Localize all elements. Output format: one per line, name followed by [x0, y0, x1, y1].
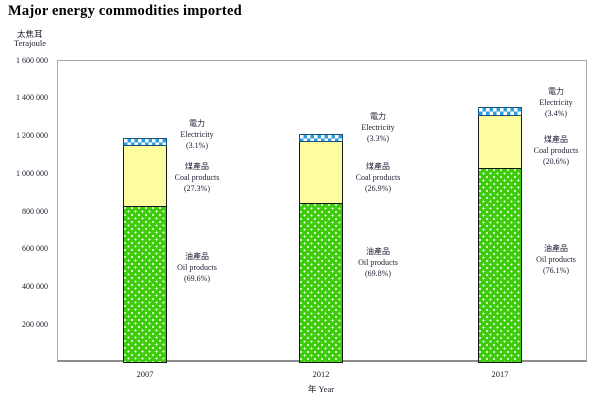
bar-segment-oil-2007: [123, 206, 167, 363]
x-tick-label-2012: 2012: [312, 369, 330, 379]
y-tick-label-600000: 600 000: [22, 244, 48, 254]
coal-name-chinese: 煤產品: [543, 135, 568, 144]
x-tick-label-2017: 2017: [491, 369, 509, 379]
electricity-name-chinese: 電力: [547, 87, 564, 96]
y-tick-label-1200000: 1 200 000: [16, 131, 48, 140]
bar-segment-oil-2017: [478, 167, 522, 363]
label-electricity-2017: 電力 Electricity (3.4%): [539, 86, 572, 119]
oil-name-chinese: 油產品: [544, 244, 568, 253]
y-tick-label-400000: 400 000: [22, 282, 48, 291]
bar-segment-coal-2012: [299, 141, 343, 204]
label-oil-2007: 油產品 Oil products (69.6%): [177, 251, 217, 284]
x-axis-title: 年 Year: [307, 384, 335, 394]
coal-percent-2017: (20.6%): [542, 157, 569, 166]
y-tick-label-1600000: 1 600 000: [16, 55, 48, 65]
electricity-name-english: Electricity: [361, 123, 395, 132]
oil-percent-2017: (76.1%): [543, 266, 569, 275]
electricity-name-chinese: 電力: [369, 112, 386, 121]
label-oil-2017: 油產品 Oil products (76.1%): [536, 243, 576, 276]
oil-name-english: Oil products: [177, 263, 217, 272]
y-tick-label-800000: 800 000: [22, 206, 48, 216]
oil-percent-2012: (69.8%): [365, 269, 391, 278]
oil-name-chinese: 油產品: [366, 247, 390, 256]
coal-name-english: Coal products: [533, 146, 579, 155]
label-oil-2012: 油產品 Oil products (69.8%): [358, 246, 398, 279]
coal-name-english: Coal products: [355, 173, 401, 182]
label-coal-2007: 煤產品 Coal products (27.3%): [175, 161, 220, 194]
bar-segment-oil-2012: [299, 202, 343, 363]
bar-segment-electricity-2017: [478, 106, 522, 117]
y-tick-label-200000: 200 000: [22, 319, 48, 329]
coal-name-english: Coal products: [174, 173, 220, 182]
electricity-percent-2017: (3.4%): [544, 109, 567, 118]
electricity-name-chinese: 電力: [188, 119, 205, 128]
y-tick-label-1000000: 1 000 000: [16, 168, 48, 178]
bar-segment-electricity-2012: [299, 133, 343, 143]
coal-name-chinese: 煤產品: [365, 162, 390, 171]
label-coal-2017: 煤產品 Coal products (20.6%): [534, 134, 579, 167]
oil-name-chinese: 油產品: [185, 252, 209, 261]
bar-segment-electricity-2007: [123, 137, 167, 146]
bar-segment-coal-2007: [123, 144, 167, 208]
x-tick-label-2007: 2007: [136, 369, 154, 379]
y-axis-unit-chinese: 太焦耳: [17, 29, 43, 39]
oil-percent-2007: (69.6%): [184, 274, 210, 283]
oil-name-english: Oil products: [536, 255, 576, 264]
coal-percent-2007: (27.3%): [183, 184, 210, 193]
coal-name-chinese: 煤產品: [184, 162, 209, 171]
label-electricity-2007: 電力 Electricity (3.1%): [180, 118, 213, 151]
chart-title: Major energy commodities imported: [8, 3, 242, 19]
coal-percent-2012: (26.9%): [364, 184, 391, 193]
electricity-percent-2012: (3.3%): [366, 134, 389, 143]
y-tick-label-1400000: 1 400 000: [16, 93, 48, 103]
electricity-name-english: Electricity: [180, 130, 214, 139]
label-coal-2012: 煤產品 Coal products (26.9%): [356, 161, 401, 194]
label-electricity-2012: 電力 Electricity (3.3%): [361, 111, 394, 144]
bar-segment-coal-2017: [478, 115, 522, 169]
y-axis-unit-english: Terajoule: [14, 38, 46, 48]
electricity-name-english: Electricity: [539, 98, 573, 107]
electricity-percent-2007: (3.1%): [185, 141, 208, 150]
oil-name-english: Oil products: [358, 258, 398, 267]
